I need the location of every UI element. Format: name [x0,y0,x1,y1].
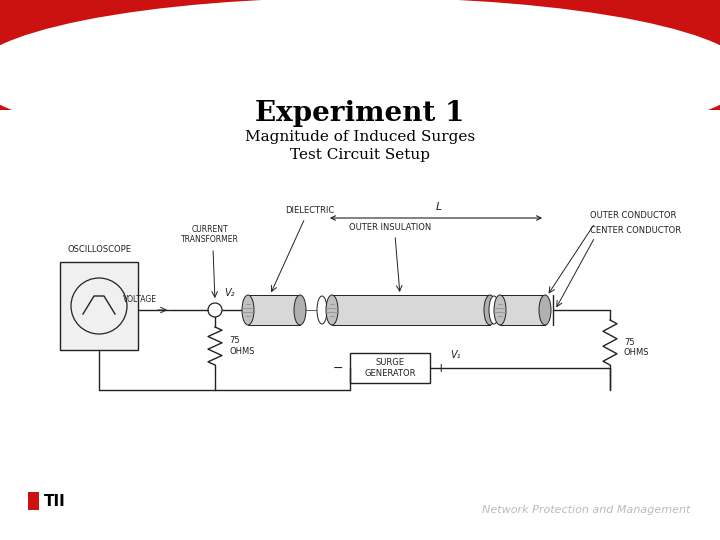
Ellipse shape [294,295,306,325]
Bar [350,353,430,383]
Text: DIELECTRIC: DIELECTRIC [285,206,335,215]
Text: +: + [436,361,446,375]
Bar [500,295,545,325]
Text: 75
OHMS: 75 OHMS [624,338,649,357]
Text: V₂: V₂ [224,288,235,298]
Text: Magnitude of Induced Surges: Magnitude of Induced Surges [245,130,475,144]
Text: CENTER CONDUCTOR: CENTER CONDUCTOR [590,226,681,235]
Ellipse shape [494,295,506,325]
Ellipse shape [317,296,327,324]
Text: OSCILLOSCOPE: OSCILLOSCOPE [67,245,131,254]
Ellipse shape [539,295,551,325]
Ellipse shape [484,295,496,325]
Text: 75
OHMS: 75 OHMS [229,336,254,356]
Text: Test Circuit Setup: Test Circuit Setup [290,148,430,162]
Text: SURGE
GENERATOR: SURGE GENERATOR [364,359,415,377]
Bar [332,295,490,325]
Bar [0,0,720,110]
Ellipse shape [326,295,338,325]
Text: L: L [436,202,441,212]
Text: VOLTAGE: VOLTAGE [123,295,157,304]
Bar [60,262,138,350]
Text: CURRENT
TRANSFORMER: CURRENT TRANSFORMER [181,225,239,244]
Ellipse shape [0,0,720,152]
Text: −: − [333,361,343,375]
Text: TII: TII [44,494,66,509]
Bar [28,492,39,510]
Text: V₁: V₁ [450,350,461,360]
Text: Experiment 1: Experiment 1 [256,100,464,127]
Ellipse shape [489,296,499,324]
Bar [248,295,300,325]
Text: OUTER CONDUCTOR: OUTER CONDUCTOR [590,211,676,220]
Text: OUTER INSULATION: OUTER INSULATION [349,223,431,232]
Ellipse shape [242,295,254,325]
Text: Network Protection and Management: Network Protection and Management [482,505,690,515]
